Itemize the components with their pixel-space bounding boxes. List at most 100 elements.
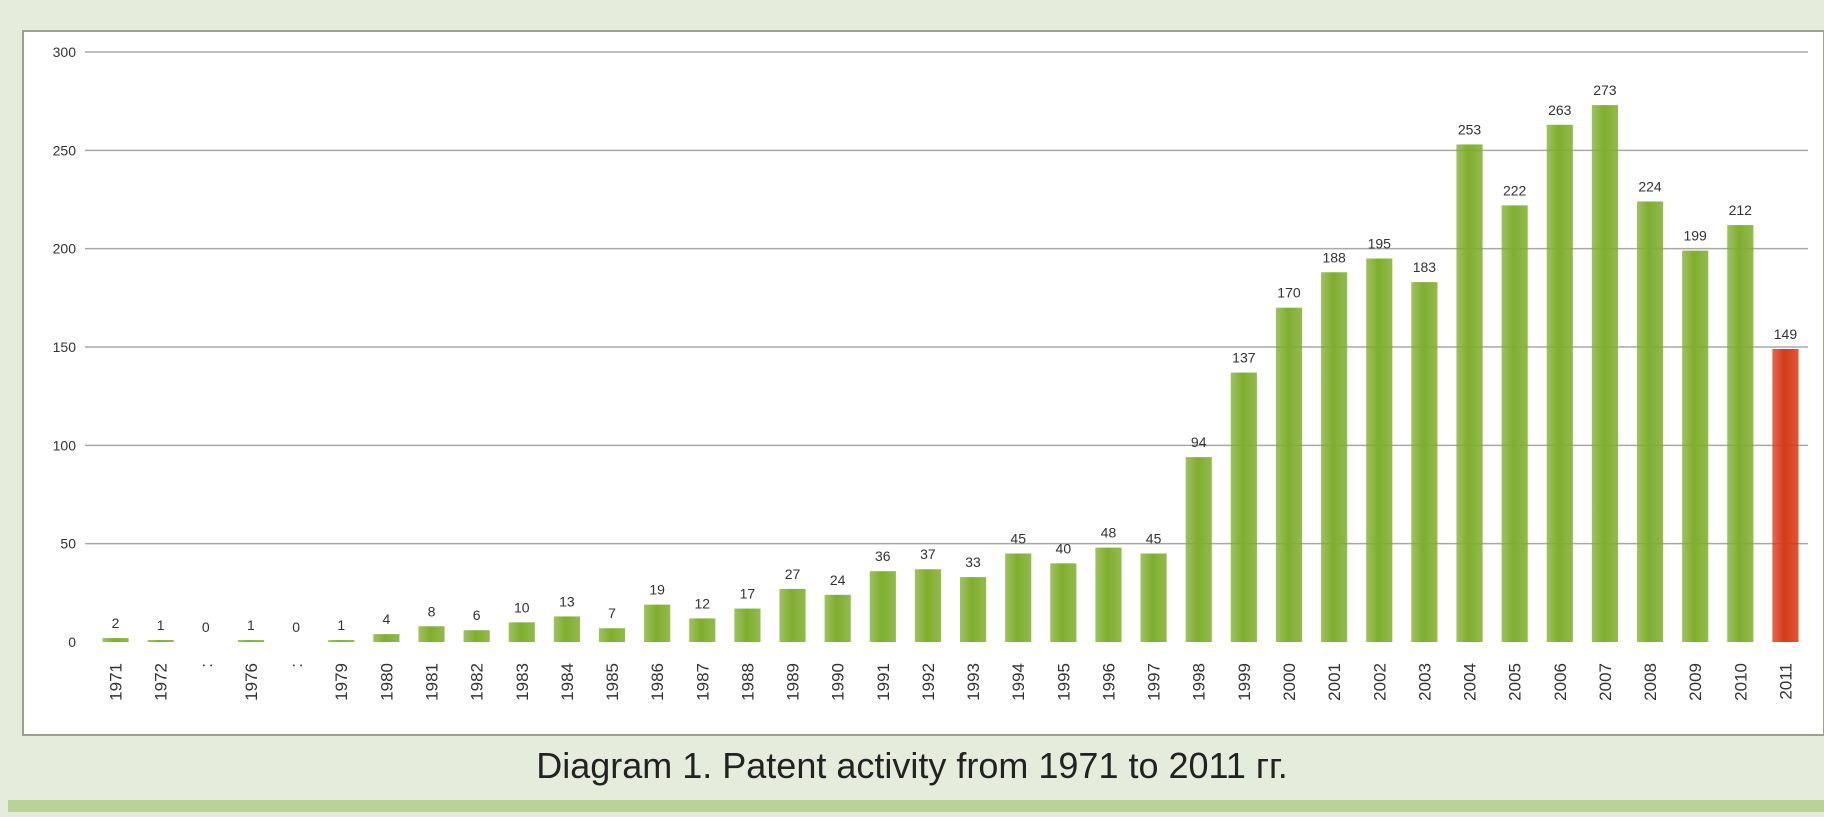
value-label: 199 — [1683, 228, 1707, 244]
value-label: 27 — [785, 566, 801, 582]
bar — [779, 588, 806, 642]
x-tick-label: 2007 — [1596, 663, 1615, 701]
x-tick-label: 1997 — [1145, 663, 1164, 701]
bar — [1772, 348, 1799, 642]
value-label: 7 — [608, 605, 616, 621]
bar — [418, 626, 445, 642]
bar — [1140, 553, 1167, 642]
x-tick-label: 1993 — [964, 663, 983, 701]
x-tick-label: 1988 — [738, 663, 757, 701]
bar — [598, 628, 626, 642]
value-label: 253 — [1458, 121, 1482, 137]
y-tick-label: 0 — [68, 634, 76, 650]
value-label: 1 — [157, 617, 165, 633]
bar — [237, 640, 265, 642]
value-label: 212 — [1729, 202, 1753, 218]
bar — [1095, 547, 1122, 642]
x-tick-label: 1998 — [1190, 663, 1209, 701]
value-label: 37 — [920, 546, 936, 562]
bar — [508, 622, 535, 642]
x-tick-label: 1995 — [1054, 663, 1073, 701]
bar — [1275, 307, 1303, 642]
value-label: 8 — [428, 603, 436, 619]
y-tick-label: 250 — [53, 142, 77, 158]
bar — [914, 569, 942, 642]
value-label: 36 — [875, 548, 891, 564]
bar — [1005, 553, 1032, 642]
x-tick-label: 2008 — [1641, 663, 1660, 701]
bar — [373, 634, 400, 642]
value-label: 137 — [1232, 350, 1256, 366]
value-label: 12 — [694, 595, 710, 611]
x-tick-label: 1994 — [1009, 663, 1028, 701]
x-tick-label: 1989 — [784, 663, 803, 701]
x-tick-label: 1991 — [874, 663, 893, 701]
x-tick-label: 2011 — [1776, 663, 1795, 700]
y-tick-label: 200 — [53, 241, 77, 257]
x-tick-label: 2009 — [1686, 663, 1705, 701]
y-tick-label: 50 — [60, 536, 76, 552]
x-tick-label: 2002 — [1370, 663, 1389, 701]
x-tick-label: 2005 — [1506, 663, 1525, 701]
value-label: 13 — [559, 593, 575, 609]
bar — [1727, 225, 1754, 643]
x-tick-label: 1976 — [242, 663, 261, 701]
bar — [463, 630, 490, 642]
value-label: 222 — [1503, 182, 1527, 198]
bar — [1591, 105, 1618, 643]
value-label: 48 — [1101, 525, 1117, 541]
value-label: 19 — [649, 582, 665, 598]
bar — [824, 594, 851, 642]
bar — [1546, 124, 1573, 643]
bottom-band — [8, 800, 1824, 812]
x-tick-label: : — [287, 663, 306, 668]
x-tick-label: 1999 — [1235, 663, 1254, 701]
value-label: 45 — [1010, 531, 1026, 547]
bar — [644, 604, 671, 642]
x-tick-label: 2010 — [1731, 663, 1750, 701]
x-tick-label: 2001 — [1325, 663, 1344, 701]
y-tick-label: 100 — [53, 437, 77, 453]
x-tick-label: 1987 — [693, 663, 712, 701]
bar — [1050, 563, 1077, 642]
bar — [869, 571, 896, 642]
x-tick-label: 1986 — [648, 663, 667, 701]
value-label: 2 — [112, 615, 120, 631]
x-tick-label: 1990 — [829, 663, 848, 701]
value-label: 40 — [1056, 540, 1072, 556]
x-tick-label: 2004 — [1461, 663, 1480, 701]
bar — [553, 616, 580, 642]
x-tick-label: 2003 — [1415, 663, 1434, 701]
bar — [959, 577, 987, 642]
value-label: 4 — [382, 611, 390, 627]
value-label: 1 — [247, 617, 255, 633]
chart-title: Diagram 1. Patent activity from 1971 to … — [536, 745, 1288, 786]
bar — [689, 618, 716, 642]
y-tick-label: 300 — [53, 44, 77, 60]
value-label: 24 — [830, 572, 846, 588]
value-label: 0 — [292, 619, 300, 635]
value-label: 0 — [202, 619, 210, 635]
bar — [1456, 144, 1483, 642]
x-tick-label: 2000 — [1280, 663, 1299, 701]
value-label: 224 — [1638, 178, 1662, 194]
x-tick-label: 1996 — [1099, 663, 1118, 701]
value-label: 6 — [473, 607, 481, 623]
x-tick-label: 1985 — [603, 663, 622, 701]
value-label: 273 — [1593, 82, 1617, 98]
value-label: 263 — [1548, 102, 1572, 118]
bar — [1411, 282, 1438, 642]
bar — [1185, 457, 1212, 642]
bar — [1230, 372, 1257, 642]
x-tick-label: 1983 — [513, 663, 532, 701]
bar — [147, 640, 174, 642]
x-tick-label: 1981 — [422, 663, 441, 701]
x-tick-label: 1971 — [107, 663, 126, 701]
bar — [734, 608, 761, 642]
bar — [1366, 258, 1393, 642]
value-label: 33 — [965, 554, 981, 570]
x-tick-label: 2006 — [1551, 663, 1570, 701]
bar — [1636, 201, 1664, 642]
x-tick-label: 1979 — [332, 663, 351, 701]
